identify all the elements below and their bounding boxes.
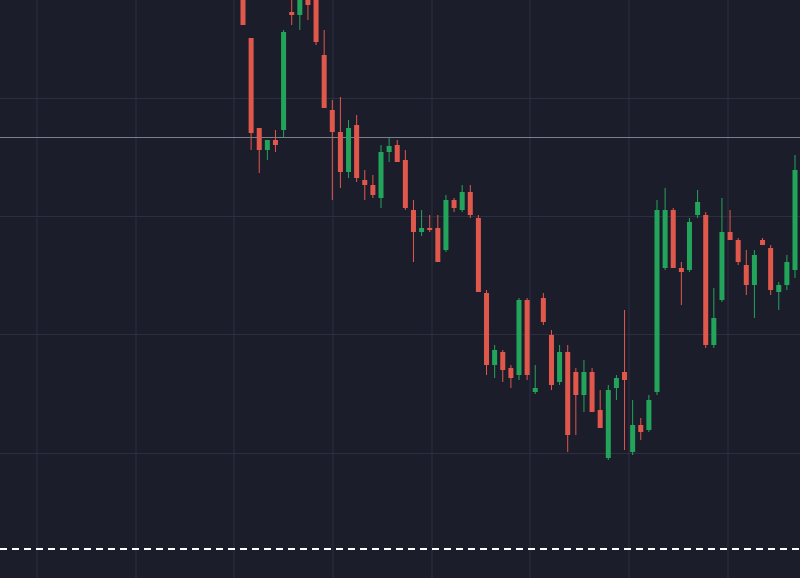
candle-body [297, 0, 303, 15]
candle-body [670, 210, 676, 268]
candle-body [565, 352, 571, 435]
vertical-grid [36, 0, 729, 578]
candle-body [630, 425, 636, 452]
candle-body [557, 352, 563, 382]
candle-body [727, 232, 733, 240]
candle-body [597, 410, 603, 428]
candle-body [321, 55, 327, 108]
candle-body [735, 240, 741, 262]
candle-body [654, 210, 660, 392]
candle-body [638, 425, 644, 432]
candle-body [792, 170, 798, 270]
candle-body [768, 248, 774, 290]
candle-body [248, 38, 254, 133]
candle-body [337, 132, 343, 172]
candle-body [443, 200, 449, 250]
candle-body [427, 228, 433, 230]
candle-body [402, 160, 408, 208]
candle-body [289, 12, 295, 15]
candle-body [743, 265, 749, 285]
candle-body [370, 185, 376, 195]
candle-body [751, 255, 757, 285]
candle-body [264, 140, 270, 150]
candle-body [394, 145, 400, 162]
candle-body [484, 293, 490, 365]
candle-body [524, 300, 530, 375]
candle-body [784, 262, 790, 285]
candle-body [240, 0, 246, 25]
candle-body [776, 285, 782, 292]
candle-body [378, 152, 384, 198]
candle-body [281, 32, 287, 130]
candle-body [516, 300, 522, 375]
candle-body [435, 228, 441, 262]
candle-body [272, 140, 278, 145]
candle-body [475, 218, 481, 292]
candle-body [678, 268, 684, 272]
candle-body [492, 350, 498, 365]
candle-body [695, 202, 701, 215]
candle-body [622, 372, 628, 380]
candle-body [313, 0, 319, 42]
candle-body [459, 192, 465, 210]
candle-body [256, 128, 262, 150]
candle-body [686, 222, 692, 270]
candle-body [500, 352, 506, 370]
candle-body [540, 298, 546, 322]
candle-body [354, 125, 360, 178]
candles [240, 0, 798, 460]
candle-body [451, 200, 457, 208]
candle-body [329, 110, 335, 132]
candle-body [467, 192, 473, 215]
candle-body [711, 318, 717, 345]
candle-body [573, 372, 579, 395]
candle-body [581, 372, 587, 395]
candle-body [589, 372, 595, 412]
candle-body [605, 390, 611, 458]
candle-body [346, 128, 352, 172]
candle-body [532, 388, 538, 392]
candle-body [305, 0, 311, 5]
candle-body [419, 228, 425, 232]
candle-body [613, 378, 619, 388]
candle-body [662, 210, 668, 268]
candle-body [760, 240, 766, 245]
candle-body [362, 180, 368, 185]
candle-body [410, 210, 416, 232]
candle-body [646, 400, 652, 430]
candle-body [386, 146, 392, 152]
candle-body [548, 335, 554, 385]
candle-body [703, 215, 709, 345]
candle-body [508, 368, 514, 378]
candle-body [719, 232, 725, 300]
